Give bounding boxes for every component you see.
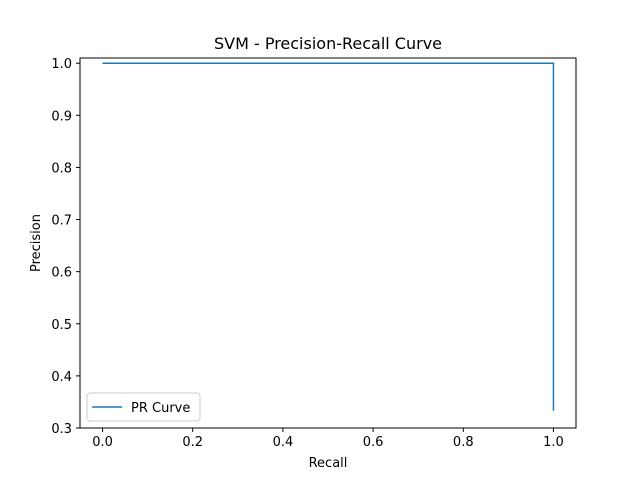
x-axis-label: Recall	[309, 456, 348, 471]
series-layer	[102, 62, 555, 411]
y-tick-label: 0.4	[51, 370, 72, 385]
legend: PR Curve	[86, 392, 201, 422]
x-tick-label: 0.4	[273, 435, 294, 450]
y-tick-label: 0.9	[51, 109, 72, 124]
y-tick-label: 0.6	[51, 266, 72, 281]
series-line-pr-curve	[102, 62, 555, 411]
x-tick-label: 1.0	[543, 435, 564, 450]
x-tick-label: 0.2	[182, 435, 203, 450]
y-tick-label: 0.8	[51, 161, 72, 176]
legend-box	[86, 392, 201, 422]
y-tick-label: 0.5	[51, 318, 72, 333]
y-tick-label: 0.3	[51, 422, 72, 437]
plot-area-frame	[79, 57, 577, 429]
chart-title: SVM - Precision-Recall Curve	[214, 34, 442, 53]
y-tick-label: 0.7	[51, 214, 72, 229]
y-tick-label: 1.0	[51, 57, 72, 72]
legend-label: PR Curve	[131, 401, 190, 416]
y-axis-label: Precision	[29, 214, 44, 272]
x-tick-label: 0.8	[453, 435, 474, 450]
x-tick-label: 0.6	[363, 435, 384, 450]
x-axis-ticks: 0.0 0.2 0.4 0.6 0.8 1.0	[92, 428, 564, 450]
x-tick-label: 0.0	[92, 435, 113, 450]
y-axis-ticks: 0.3 0.4 0.5 0.6 0.7 0.8 0.9 1.0	[51, 57, 80, 437]
